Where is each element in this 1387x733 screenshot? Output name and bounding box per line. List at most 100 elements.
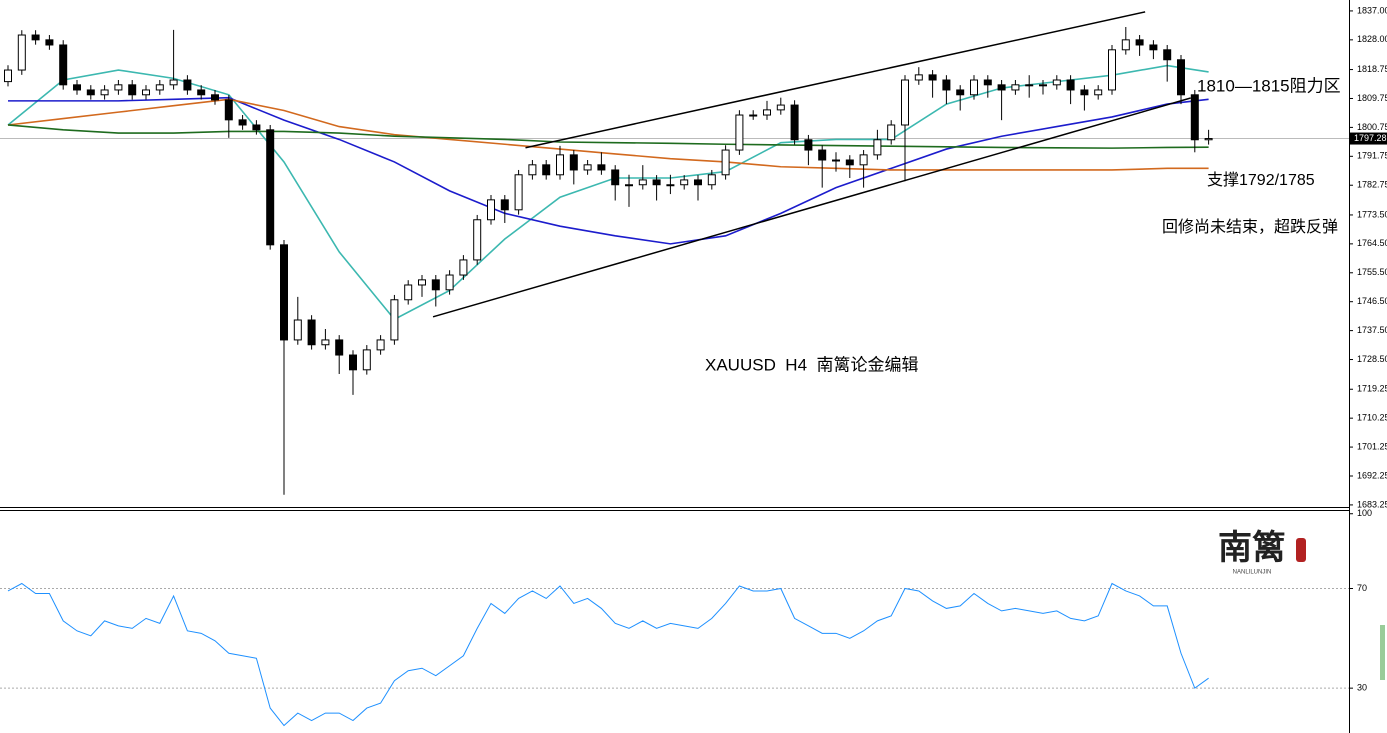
last-price-box: [1350, 132, 1387, 145]
y-tick-label: 1764.50: [1357, 238, 1387, 248]
candle-body: [666, 184, 675, 187]
candle-body: [1204, 138, 1213, 141]
candle-body: [1108, 49, 1116, 91]
price-panel: 1837.00 1828.00 1818.75 1809.75 1800.75 1791.…: [0, 5, 1387, 509]
candle-body: [45, 39, 54, 46]
candle-body: [859, 154, 868, 166]
y-tick-label: 1683.25: [1357, 499, 1387, 509]
candle-body: [197, 89, 206, 96]
candle-body: [956, 89, 965, 96]
candle-body: [776, 104, 785, 111]
watermark-subtitle: NANLILUNJIN: [1233, 570, 1272, 576]
candle-body: [280, 244, 288, 341]
y-tick-label: 1791.75: [1357, 151, 1387, 161]
candle-body: [31, 34, 40, 41]
candle-body: [1121, 39, 1130, 51]
candle-body: [970, 79, 978, 96]
candle-body: [942, 79, 951, 91]
candle-body: [832, 159, 840, 162]
candle-body: [1190, 94, 1199, 141]
y-tick-label: 1710.25: [1357, 413, 1387, 423]
candle-body: [887, 124, 896, 141]
trendline: [525, 11, 1146, 149]
candle-body: [252, 124, 261, 131]
annotation: 1810—1815阻力区: [1197, 76, 1341, 95]
candle-body: [818, 149, 827, 161]
candle-body: [1080, 89, 1089, 96]
candle-body: [611, 169, 620, 186]
candle-body: [1149, 44, 1158, 51]
candle-body: [473, 219, 482, 261]
candle-body: [487, 199, 495, 221]
annotation: 支撑1792/1785: [1207, 171, 1315, 189]
candle-body: [556, 154, 564, 176]
candle-body: [528, 164, 537, 176]
candle-body: [321, 339, 330, 346]
candle-body: [4, 69, 12, 83]
candle-body: [790, 104, 799, 141]
candle-body: [349, 354, 357, 371]
candle-body: [694, 179, 702, 186]
y-tick-label: 1737.50: [1357, 325, 1387, 335]
candle-body: [224, 99, 233, 121]
candle-body: [804, 139, 813, 151]
candle-body: [362, 349, 371, 371]
candle-body: [376, 339, 385, 351]
seal: [1296, 538, 1306, 562]
rsi-panel: 100 70 30: [0, 508, 1372, 727]
candle-body: [569, 154, 578, 171]
candle-body: [211, 94, 219, 101]
candle-body: [128, 84, 137, 96]
y-tick-label: 1809.75: [1357, 93, 1387, 103]
candle-body: [997, 84, 1006, 91]
candle-body: [183, 79, 192, 91]
candle-body: [266, 129, 275, 246]
y-tick-label: 70: [1357, 583, 1367, 593]
y-tick-label: 1828.00: [1357, 34, 1387, 44]
y-tick-label: 1818.75: [1357, 64, 1387, 74]
y-tick-label: 1837.00: [1357, 5, 1387, 15]
caption: XAUUSD H4 南篱论金编辑: [705, 355, 918, 374]
y-tick-label: 1719.25: [1357, 384, 1387, 394]
candle-body: [293, 319, 302, 341]
scroll-indicator: [1380, 625, 1385, 680]
candle-body: [763, 109, 771, 116]
candle-body: [500, 199, 509, 211]
candle-body: [1094, 89, 1103, 96]
candle-body: [86, 89, 95, 96]
candle-body: [983, 79, 992, 86]
annotation: 回修尚未结束，超跌反弹: [1162, 218, 1338, 236]
candle-body: [873, 139, 882, 156]
candle-body: [928, 74, 937, 81]
candle-body: [845, 159, 854, 166]
candle-body: [307, 319, 316, 346]
y-tick-label: 1728.50: [1357, 354, 1387, 364]
candle-body: [638, 179, 647, 186]
candle-body: [73, 84, 81, 91]
y-tick-label: 1755.50: [1357, 267, 1387, 277]
watermark-title: 南篱: [1218, 529, 1286, 567]
y-tick-label: 1773.50: [1357, 209, 1387, 219]
candle-body: [583, 164, 592, 171]
candle-body: [1177, 59, 1185, 96]
candle-body: [238, 119, 247, 126]
candle-body: [1011, 84, 1020, 91]
candle-body: [142, 89, 150, 96]
candle-body: [418, 279, 426, 286]
moving-average: [8, 96, 1209, 245]
y-tick-label: 1692.25: [1357, 470, 1387, 480]
candle-body: [59, 44, 68, 86]
candle-body: [707, 174, 716, 186]
candle-body: [597, 164, 606, 171]
candle-body: [100, 89, 109, 96]
y-tick-label: 1746.50: [1357, 296, 1387, 306]
candle-body: [721, 149, 730, 176]
candle-body: [114, 84, 123, 91]
candle-body: [404, 284, 413, 301]
candle-body: [542, 164, 551, 176]
candle-body: [1135, 39, 1144, 46]
last-price-label: 1797.28: [1354, 133, 1387, 143]
candle-body: [431, 279, 440, 291]
